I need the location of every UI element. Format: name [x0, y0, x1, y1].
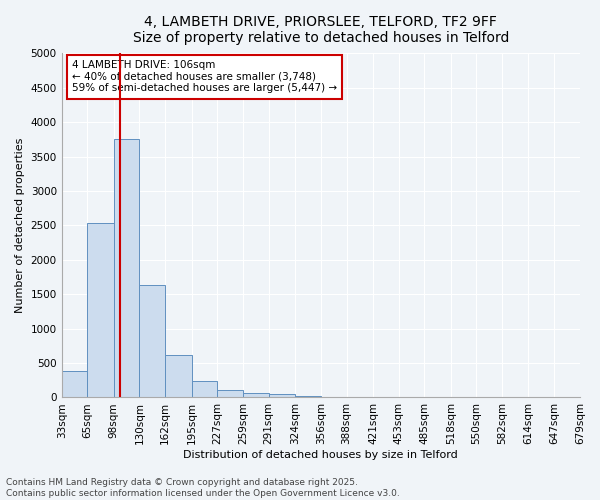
Text: Contains HM Land Registry data © Crown copyright and database right 2025.
Contai: Contains HM Land Registry data © Crown c…	[6, 478, 400, 498]
Text: 4 LAMBETH DRIVE: 106sqm
← 40% of detached houses are smaller (3,748)
59% of semi: 4 LAMBETH DRIVE: 106sqm ← 40% of detache…	[72, 60, 337, 94]
Bar	[217, 390, 243, 398]
Bar	[269, 394, 295, 398]
Bar	[165, 355, 191, 398]
Bar	[114, 138, 139, 398]
Y-axis label: Number of detached properties: Number of detached properties	[15, 138, 25, 313]
Bar	[139, 284, 165, 398]
Bar	[295, 396, 321, 398]
Bar	[88, 224, 114, 398]
Bar	[243, 394, 269, 398]
Bar	[191, 381, 217, 398]
Title: 4, LAMBETH DRIVE, PRIORSLEE, TELFORD, TF2 9FF
Size of property relative to detac: 4, LAMBETH DRIVE, PRIORSLEE, TELFORD, TF…	[133, 15, 509, 45]
Bar	[62, 372, 88, 398]
X-axis label: Distribution of detached houses by size in Telford: Distribution of detached houses by size …	[184, 450, 458, 460]
